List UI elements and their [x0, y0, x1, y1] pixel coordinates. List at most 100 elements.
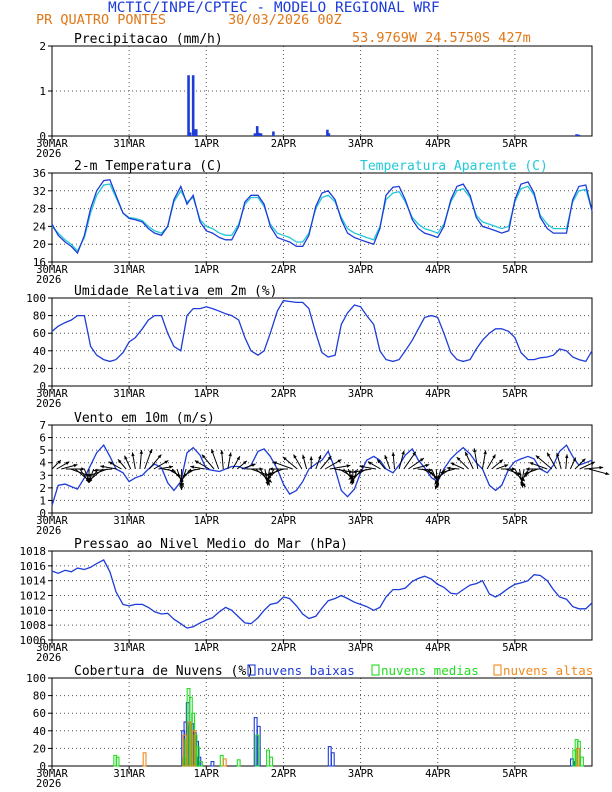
- y-tick-label: 1: [39, 494, 46, 507]
- x-tick-label: 31MAR: [113, 642, 145, 654]
- panel-title: Umidade Relativa em 2m (%): [74, 284, 278, 299]
- y-tick-label: 1016: [20, 560, 47, 573]
- wind-vector: [367, 461, 381, 470]
- wind-vector: [139, 450, 144, 470]
- x-tick-label: 5APR: [502, 768, 528, 780]
- cloud-bar-0: [330, 752, 335, 767]
- x-year-label: 2026: [36, 148, 61, 160]
- wind-vector: [456, 456, 469, 470]
- wind-vector: [417, 468, 433, 472]
- wind-vector-head: [57, 460, 61, 464]
- y-tick-label: 20: [33, 362, 46, 375]
- panel-rh: 0 20 40 60 80 100 30MAR 31MAR 1APR 2APR 3APR 4APR 5A…: [26, 284, 593, 410]
- x-year-label: 2026: [36, 398, 61, 410]
- x-tick-label: 31MAR: [113, 388, 145, 400]
- x-tick-label: 4APR: [425, 515, 451, 527]
- cloud-bar-1: [266, 749, 270, 767]
- wind-vector: [227, 452, 232, 470]
- wind-vector: [131, 452, 136, 470]
- wind-vector-head: [272, 461, 277, 465]
- series-line-0: [51, 178, 593, 255]
- series-line-0: [51, 299, 593, 363]
- panel-clouds: 0 20 40 60 80 100 30MAR 31MAR 1APR 2APR 3APR 4APR 5A…: [26, 663, 593, 790]
- y-tick-label: 1014: [20, 575, 47, 588]
- wind-vector: [376, 459, 386, 470]
- wind-vector-head: [108, 461, 113, 465]
- wind-vector: [267, 468, 284, 476]
- wind-vector-head: [483, 450, 487, 455]
- wind-vector-head: [190, 465, 195, 469]
- wind-vector-head: [429, 471, 434, 475]
- precip-bar: [577, 134, 581, 136]
- header-coords: 53.9769W 24.5750S 427m: [352, 30, 531, 46]
- precip-bar: [257, 132, 261, 136]
- wind-vector-head: [412, 451, 416, 456]
- wind-vector-head: [434, 485, 438, 490]
- x-tick-label: 3APR: [348, 264, 374, 276]
- cloud-bar-2: [142, 752, 147, 767]
- legend-swatch: [247, 664, 256, 676]
- y-tick-label: 28: [33, 203, 46, 216]
- cloud-bar-1: [219, 754, 224, 767]
- panel-temp: 16 20 24 28 32 36 30MAR 31MAR 1APR 2APR 3APR 4APR 5A…: [33, 159, 593, 286]
- wind-vector-head: [117, 459, 122, 464]
- wind-vector: [282, 456, 298, 470]
- wind-vector: [148, 454, 162, 470]
- x-tick-label: 30MAR: [36, 642, 68, 654]
- wind-vector-head: [81, 467, 85, 471]
- wind-vector: [434, 468, 442, 490]
- wind-vector-head: [236, 456, 240, 461]
- wind-vector-head: [293, 454, 297, 459]
- y-tick-label: 100: [26, 292, 46, 305]
- wind-vector: [93, 468, 113, 473]
- x-tick-label: 5APR: [502, 388, 528, 400]
- x-tick-label: 1APR: [194, 642, 220, 654]
- wind-vector-head: [180, 477, 184, 482]
- y-tick-label: 36: [33, 167, 46, 180]
- x-tick-label: 5APR: [502, 264, 528, 276]
- x-tick-label: 4APR: [425, 138, 451, 150]
- wind-vector: [241, 463, 256, 470]
- wind-vector: [315, 455, 322, 470]
- wind-vector-head: [520, 481, 524, 486]
- wind-vector: [588, 468, 610, 476]
- y-tick-label: 80: [33, 690, 46, 703]
- wind-vector-head: [88, 477, 93, 482]
- wind-vector: [523, 468, 534, 478]
- wind-vector: [210, 449, 220, 470]
- wind-vector-head: [599, 465, 604, 470]
- wind-vector-head: [436, 475, 441, 479]
- wind-vector: [232, 456, 241, 470]
- wind-vector: [473, 448, 479, 470]
- wind-vector-head: [242, 460, 247, 465]
- wind-vector-head: [401, 450, 405, 455]
- wind-vector: [153, 460, 169, 470]
- y-tick-label: 60: [33, 327, 46, 340]
- precip-bar: [253, 133, 257, 136]
- wind-vector-head: [182, 473, 187, 477]
- panel-precip: 0 1 2 30MAR 31MAR 1APR 2APR 3APR 4APR 5APR 2026 Pre…: [36, 32, 593, 160]
- y-tick-label: 24: [33, 220, 47, 233]
- x-tick-label: 5APR: [502, 515, 528, 527]
- panel-title: Cobertura de Nuvens (%): [74, 664, 254, 679]
- x-tick-label: 31MAR: [113, 138, 145, 150]
- x-tick-label: 1APR: [194, 515, 220, 527]
- wind-vector-head: [228, 452, 232, 457]
- wind-vector-head: [100, 464, 105, 469]
- wind-vector-head: [317, 455, 322, 460]
- x-tick-label: 30MAR: [36, 388, 68, 400]
- wind-vector: [190, 465, 205, 470]
- precip-bar: [259, 133, 263, 136]
- x-tick-label: 3APR: [348, 768, 374, 780]
- wind-vector-head: [556, 452, 560, 457]
- y-tick-label: 100: [26, 672, 46, 685]
- wind-vector-head: [265, 481, 269, 486]
- panel-frame: [51, 172, 593, 263]
- wind-vector: [51, 459, 62, 470]
- legend-label: nuvens baixas: [257, 663, 355, 678]
- wind-vector-head: [352, 469, 357, 474]
- wind-vector: [412, 463, 430, 470]
- wind-vector: [236, 460, 248, 470]
- x-tick-label: 30MAR: [36, 768, 68, 780]
- x-year-label: 2026: [36, 652, 61, 664]
